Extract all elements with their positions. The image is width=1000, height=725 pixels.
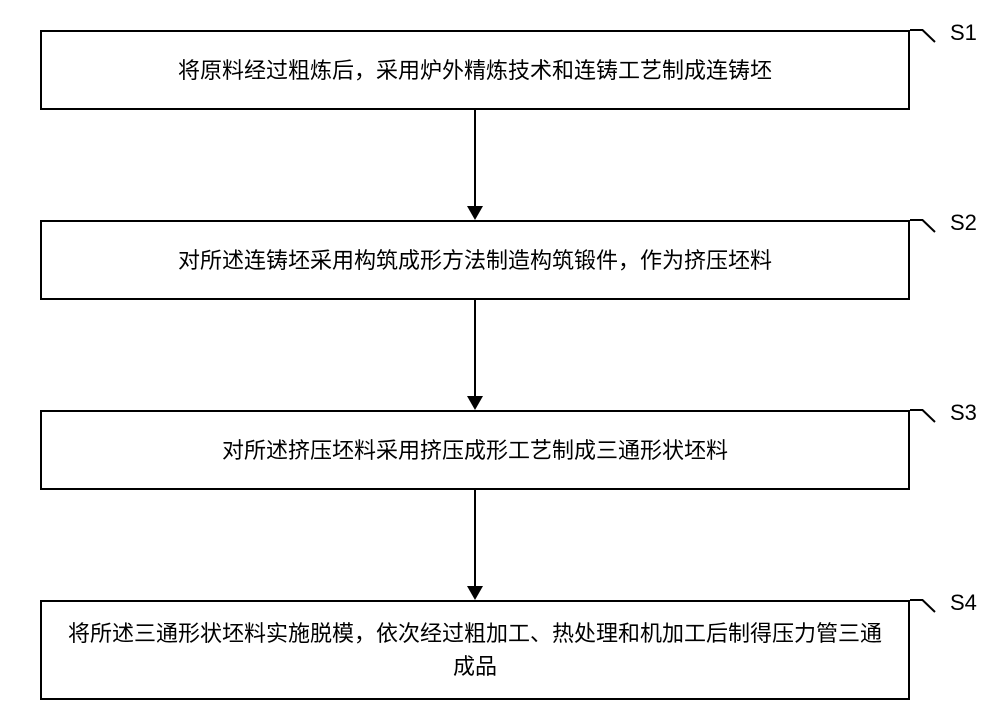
arrow-shaft-3 xyxy=(474,490,476,586)
step-label-s4: S4 xyxy=(950,590,977,616)
step-label-s2: S2 xyxy=(950,210,977,236)
arrow-shaft-2 xyxy=(474,300,476,396)
step-label-s3: S3 xyxy=(950,400,977,426)
step-label-s1: S1 xyxy=(950,20,977,46)
step-text: 对所述挤压坯料采用挤压成形工艺制成三通形状坯料 xyxy=(222,434,728,467)
step-text: 对所述连铸坯采用构筑成形方法制造构筑锻件，作为挤压坯料 xyxy=(178,244,772,277)
arrow-shaft-1 xyxy=(474,110,476,206)
step-text: 将所述三通形状坯料实施脱模，依次经过粗加工、热处理和机加工后制得压力管三通成品 xyxy=(62,617,888,683)
flowchart-canvas: 将原料经过粗炼后，采用炉外精炼技术和连铸工艺制成连铸坯 S1 对所述连铸坯采用构筑成… xyxy=(0,0,1000,725)
step-box-s2: 对所述连铸坯采用构筑成形方法制造构筑锻件，作为挤压坯料 xyxy=(40,220,910,300)
step-box-s3: 对所述挤压坯料采用挤压成形工艺制成三通形状坯料 xyxy=(40,410,910,490)
arrow-head-2 xyxy=(467,396,483,410)
step-text: 将原料经过粗炼后，采用炉外精炼技术和连铸工艺制成连铸坯 xyxy=(178,54,772,87)
step-box-s4: 将所述三通形状坯料实施脱模，依次经过粗加工、热处理和机加工后制得压力管三通成品 xyxy=(40,600,910,700)
arrow-head-3 xyxy=(467,586,483,600)
arrow-head-1 xyxy=(467,206,483,220)
step-box-s1: 将原料经过粗炼后，采用炉外精炼技术和连铸工艺制成连铸坯 xyxy=(40,30,910,110)
